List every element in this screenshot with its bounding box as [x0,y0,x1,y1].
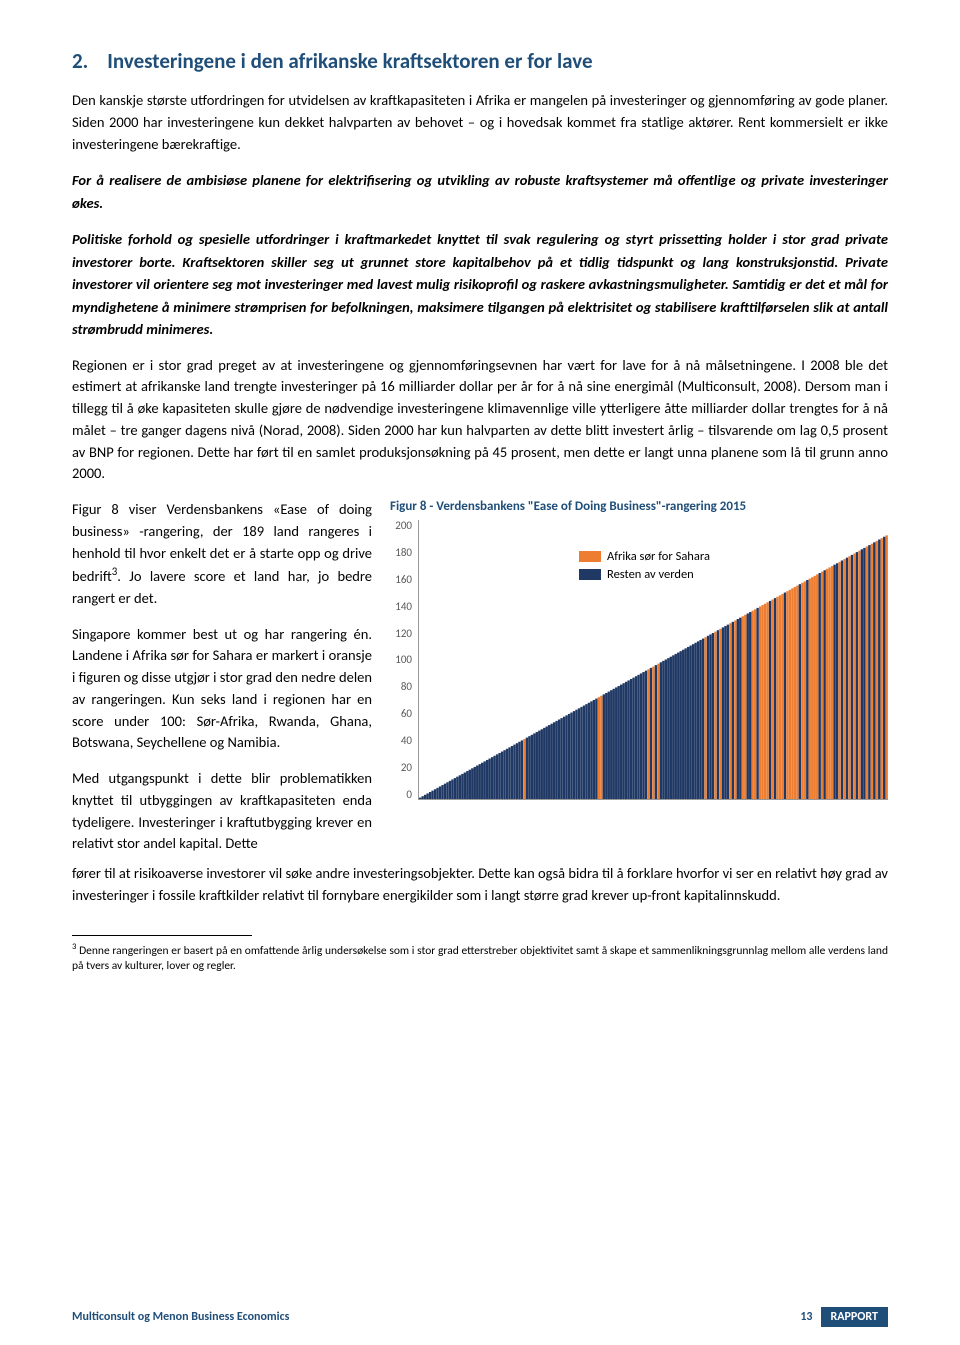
after-columns-paragraph: fører til at risikoaverse investorer vil… [72,863,888,907]
left-paragraph-2: Singapore kommer best ut og har rangerin… [72,624,372,755]
left-paragraph-1b: . Jo lavere score et land har, jo bedre … [72,567,372,607]
footnote-text: Denne rangeringen er basert på en omfatt… [72,943,888,973]
footer-label: RAPPORT [821,1307,889,1327]
left-paragraph-1: Figur 8 viser Verdensbankens «Ease of do… [72,499,372,610]
section-title: 2. Investeringene i den afrikanske kraft… [72,48,888,74]
swatch-rest [579,569,601,580]
y-tick: 140 [390,601,412,612]
y-tick: 100 [390,654,412,665]
chart-plot: Afrika sør for Sahara Resten av verden [418,520,888,800]
section-title-text: Investeringene i den afrikanske kraftsek… [107,48,592,74]
page-footer: Multiconsult og Menon Business Economics… [0,1307,960,1327]
y-tick: 200 [390,520,412,531]
emphasis-paragraph-1: For å realisere de ambisiøse planene for… [72,169,888,214]
legend-row-africa: Afrika sør for Sahara [579,548,710,566]
intro-paragraph: Den kanskje største utfordringen for utv… [72,90,888,155]
footer-left: Multiconsult og Menon Business Economics [72,1310,289,1324]
page-number: 13 [792,1307,820,1327]
y-tick: 160 [390,574,412,585]
y-tick: 80 [390,681,412,692]
chart-legend: Afrika sør for Sahara Resten av verden [579,548,710,583]
footnote-rule [72,935,252,936]
section-number: 2. [72,48,88,74]
footnote: 3 Denne rangeringen er basert på en omfa… [72,942,888,975]
body-paragraph-3: Regionen er i stor grad preget av at inv… [72,355,888,486]
chart-caption: Figur 8 - Verdensbankens "Ease of Doing … [390,499,888,514]
y-tick: 120 [390,628,412,639]
legend-row-rest: Resten av verden [579,566,710,584]
y-axis: 0 20 40 60 80 100 120 140 160 180 200 [390,520,418,800]
legend-label-rest: Resten av verden [607,566,694,584]
left-paragraph-3: Med utgangspunkt i dette blir problemati… [72,768,372,855]
chart: 0 20 40 60 80 100 120 140 160 180 200 Afrika sør f… [390,520,888,800]
emphasis-paragraph-2: Politiske forhold og spesielle utfordrin… [72,228,888,340]
y-tick: 40 [390,735,412,746]
swatch-africa [579,551,601,562]
footer-right: 13 RAPPORT [792,1307,888,1327]
legend-label-africa: Afrika sør for Sahara [607,548,710,566]
y-tick: 180 [390,547,412,558]
y-tick: 20 [390,762,412,773]
footnote-marker: 3 [72,942,76,952]
y-tick: 0 [390,789,412,800]
y-tick: 60 [390,708,412,719]
